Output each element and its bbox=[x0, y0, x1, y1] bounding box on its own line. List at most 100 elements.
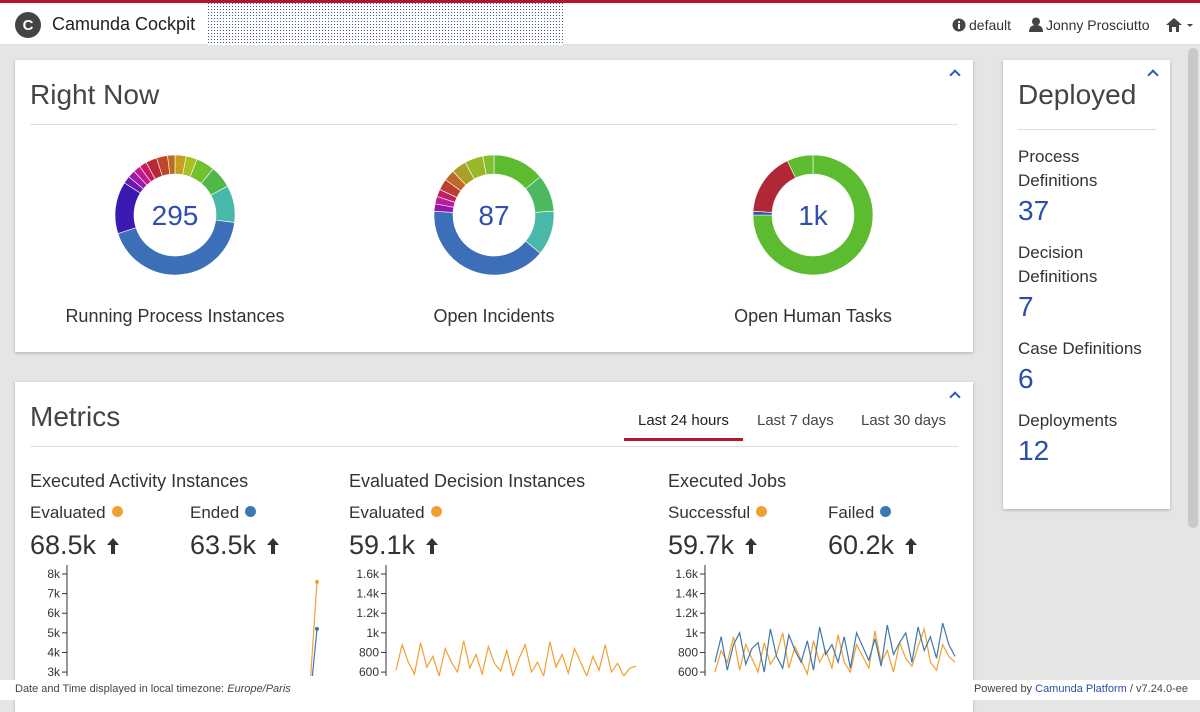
trend-arrow bbox=[426, 538, 439, 554]
stat-number: 59.7k bbox=[668, 530, 735, 560]
time-tab[interactable]: Last 24 hours bbox=[624, 412, 743, 441]
deployed-label[interactable]: Deployments bbox=[1018, 411, 1118, 430]
divider bbox=[1018, 129, 1156, 130]
deployed-label[interactable]: Decision Definitions bbox=[1018, 243, 1098, 286]
donut-value[interactable]: 87 bbox=[478, 200, 509, 231]
deployed-count[interactable]: 7 bbox=[1018, 291, 1034, 322]
donut-segment[interactable] bbox=[117, 219, 235, 276]
trend-arrow bbox=[267, 538, 280, 554]
stat-value: 59.1k bbox=[349, 530, 439, 561]
stat-number: 60.2k bbox=[828, 530, 895, 560]
scrollbar[interactable] bbox=[1188, 48, 1198, 528]
donut-label[interactable]: Open Incidents bbox=[433, 306, 555, 326]
version: / v7.24.0-ee bbox=[1129, 683, 1188, 695]
panel-title: Deployed bbox=[1018, 79, 1137, 110]
y-tick-label: 1k bbox=[685, 626, 699, 640]
y-tick-label: 4k bbox=[47, 645, 61, 659]
timezone: Europe/Paris bbox=[227, 683, 291, 695]
collapse-button[interactable] bbox=[1147, 69, 1159, 81]
engine-menu[interactable]: default bbox=[969, 17, 1012, 33]
stat-name: Ended bbox=[190, 503, 240, 522]
trend-arrow bbox=[745, 538, 758, 554]
deployed-count[interactable]: 37 bbox=[1018, 195, 1050, 226]
stat-label: Evaluated bbox=[349, 503, 442, 523]
platform-link[interactable]: Camunda Platform bbox=[1035, 683, 1127, 695]
time-tab[interactable]: Last 7 days bbox=[757, 412, 834, 429]
arrow-shape bbox=[107, 538, 120, 554]
series-line bbox=[714, 622, 956, 673]
legend-dot bbox=[756, 506, 768, 517]
deployed-count[interactable]: 12 bbox=[1018, 435, 1050, 466]
deployed-label[interactable]: Process Definitions bbox=[1018, 147, 1098, 190]
collapse-button[interactable] bbox=[949, 391, 961, 403]
y-tick-label: 3k bbox=[47, 665, 61, 676]
stat-value: 59.7k bbox=[668, 530, 758, 561]
donut-segment[interactable] bbox=[787, 154, 814, 179]
donut-label[interactable]: Running Process Instances bbox=[65, 306, 285, 326]
stat-number: 59.1k bbox=[349, 530, 416, 560]
stat-value: 68.5k bbox=[30, 530, 120, 561]
donut-segment[interactable] bbox=[167, 154, 176, 175]
panel-title: Right Now bbox=[30, 79, 160, 110]
panel-title: Metrics bbox=[30, 401, 121, 432]
svg-text:C: C bbox=[23, 17, 34, 34]
y-tick-label: 600 bbox=[678, 665, 698, 676]
y-tick-label: 6k bbox=[47, 606, 61, 620]
donut-segment[interactable] bbox=[752, 154, 874, 276]
top-bar: C Camunda Cockpit default Jonny Prosciut… bbox=[0, 0, 1200, 45]
logo[interactable]: C bbox=[14, 11, 42, 39]
y-tick-label: 600 bbox=[359, 665, 379, 676]
trend-arrow bbox=[905, 538, 918, 554]
stat-label: Failed bbox=[828, 503, 892, 523]
chart-title: Executed Activity Instances bbox=[30, 471, 249, 491]
series-point bbox=[315, 579, 319, 584]
series-line bbox=[310, 581, 318, 676]
legend-dot bbox=[111, 506, 123, 517]
y-tick-label: 1k bbox=[366, 626, 380, 640]
y-tick-label: 800 bbox=[359, 645, 379, 659]
y-tick-label: 8k bbox=[47, 567, 61, 581]
stat-name: Evaluated bbox=[349, 503, 425, 522]
series-point bbox=[315, 626, 319, 631]
line-chart: 1.6k 1.4k 1.2k 1k 800 600 bbox=[675, 565, 956, 676]
line-chart: 8k 7k 6k 5k 4k 3k bbox=[47, 565, 319, 676]
stat-number: 68.5k bbox=[30, 530, 97, 560]
home-menu[interactable] bbox=[1166, 17, 1196, 33]
footer: Date and Time displayed in local timezon… bbox=[0, 680, 1200, 700]
brand[interactable]: Camunda Cockpit bbox=[52, 14, 196, 34]
powered-prefix: Powered by bbox=[973, 683, 1033, 695]
legend-dot bbox=[245, 506, 257, 517]
donut-segment[interactable] bbox=[482, 154, 495, 176]
divider bbox=[30, 446, 958, 447]
timezone-prefix: Date and Time displayed in local timezon… bbox=[15, 683, 225, 695]
donut-chart: 1k bbox=[752, 154, 874, 276]
deployed-list: Process Definitions 37 Decision Definition… bbox=[1018, 145, 1148, 481]
trend-arrow bbox=[107, 538, 120, 554]
arrow-shape bbox=[426, 538, 439, 554]
arrow-shape bbox=[905, 538, 918, 554]
time-tab[interactable]: Last 30 days bbox=[861, 412, 947, 429]
y-tick-label: 5k bbox=[47, 626, 61, 640]
stat-name: Failed bbox=[828, 503, 875, 522]
stat-number: 63.5k bbox=[190, 530, 257, 560]
legend-dot bbox=[430, 506, 442, 517]
info-icon bbox=[952, 18, 966, 32]
series-line bbox=[395, 640, 637, 676]
donut-label[interactable]: Open Human Tasks bbox=[734, 306, 892, 326]
stat-label: Ended bbox=[190, 503, 257, 523]
deployed-label[interactable]: Case Definitions bbox=[1018, 339, 1142, 358]
donut-value[interactable]: 1k bbox=[798, 200, 829, 231]
collapse-button[interactable] bbox=[949, 69, 961, 81]
y-tick-label: 1.6k bbox=[356, 567, 380, 581]
stat-name: Evaluated bbox=[30, 503, 106, 522]
donut-segment[interactable] bbox=[752, 160, 796, 213]
donut-chart: 295 bbox=[114, 154, 236, 276]
divider bbox=[30, 124, 958, 125]
deployed-count[interactable]: 6 bbox=[1018, 363, 1034, 394]
right-now-panel: Right Now 295 Running Process Instances 87… bbox=[15, 60, 973, 352]
y-tick-label: 1.4k bbox=[675, 587, 699, 601]
user-menu[interactable]: Jonny Prosciutto bbox=[1046, 17, 1150, 33]
line-chart: 1.6k 1.4k 1.2k 1k 800 600 bbox=[356, 565, 637, 676]
donut-value[interactable]: 295 bbox=[152, 200, 199, 231]
